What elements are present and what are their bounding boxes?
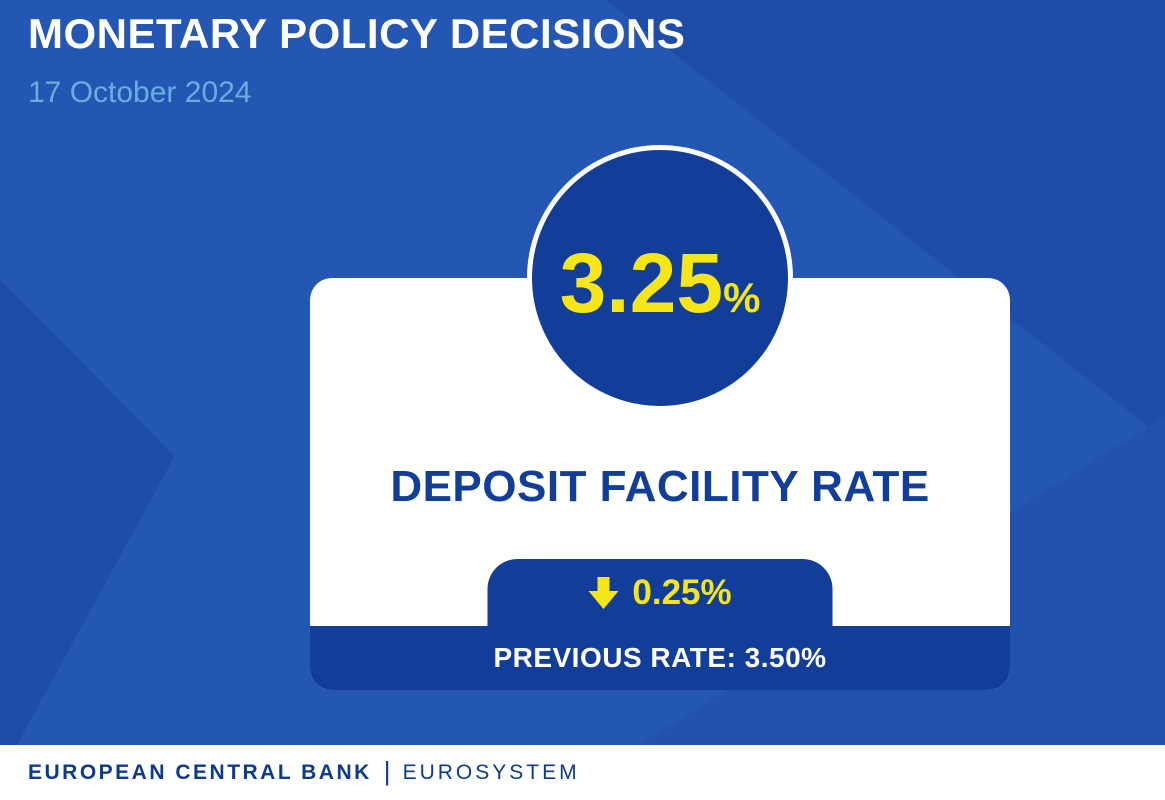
- previous-rate-bar: PREVIOUS RATE: 3.50%: [310, 626, 1010, 690]
- rate-value: 3.25: [559, 236, 724, 330]
- page-title: MONETARY POLICY DECISIONS: [28, 10, 686, 57]
- publication-date: 17 October 2024: [28, 76, 252, 109]
- rate-change-tab: 0.25%: [487, 559, 833, 626]
- footer-bar: EUROPEAN CENTRAL BANK | EUROSYSTEM: [0, 745, 1165, 800]
- bank-name: EUROPEAN CENTRAL BANK: [28, 760, 372, 784]
- rate-change-value: 0.25%: [632, 572, 732, 612]
- footer-separator: |: [383, 756, 391, 786]
- down-arrow-icon: [588, 576, 619, 609]
- rate-unit: %: [723, 274, 761, 321]
- previous-rate-text: PREVIOUS RATE: 3.50%: [493, 642, 827, 673]
- rate-circle: 3.25%: [527, 145, 793, 411]
- rate-label: DEPOSIT FACILITY RATE: [390, 462, 930, 511]
- system-name: EUROSYSTEM: [402, 760, 580, 784]
